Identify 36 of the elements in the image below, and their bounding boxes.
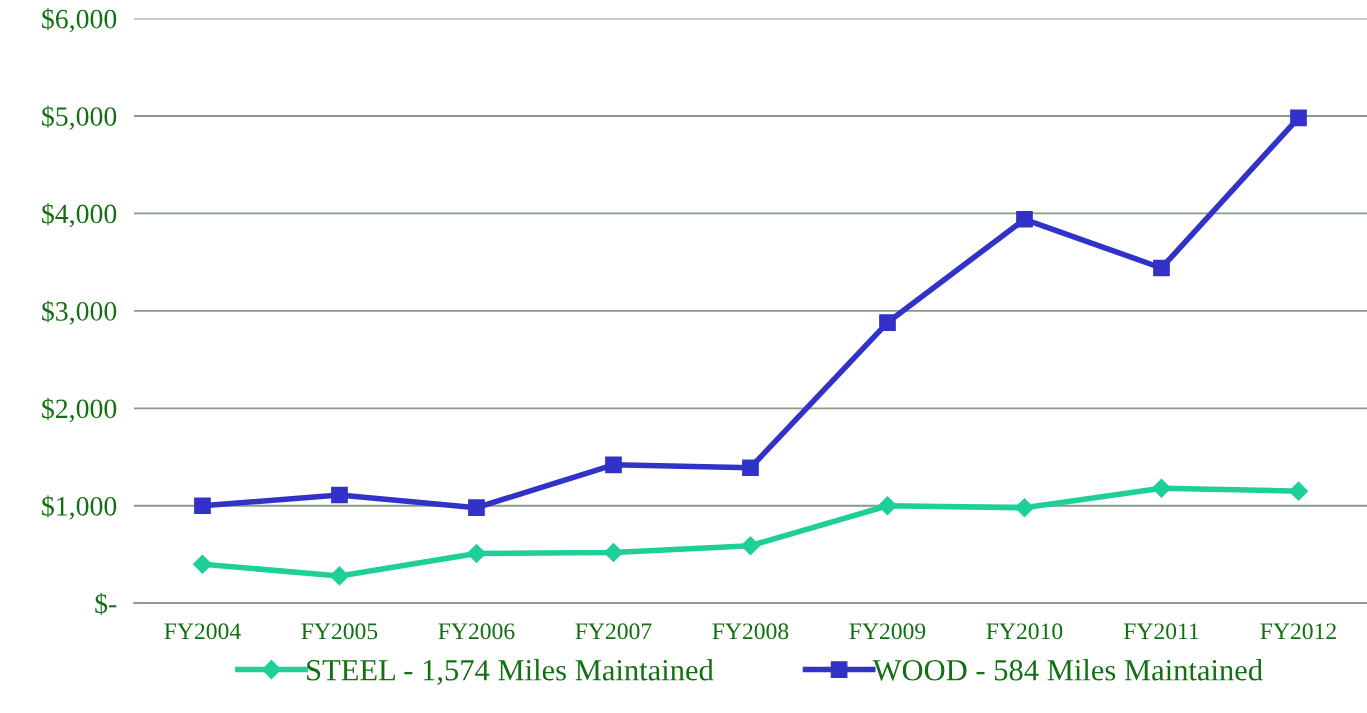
x-tick-label: FY2008 — [712, 623, 789, 640]
point — [740, 536, 761, 556]
y-tick-label: $3,000 — [42, 300, 117, 325]
point — [877, 496, 898, 516]
y-tick-label: $- — [95, 592, 117, 615]
point — [1288, 481, 1309, 501]
point — [1153, 259, 1170, 277]
legend-label: STEEL - 1,574 Miles Maintained — [307, 659, 714, 685]
legend-label: WOOD - 584 Miles Maintained — [872, 659, 1263, 681]
point — [1014, 498, 1035, 518]
x-tick-label: FY2012 — [1260, 623, 1336, 640]
point — [192, 554, 213, 574]
point — [742, 459, 759, 477]
x-tick-label: FY2004 — [164, 623, 241, 640]
point — [605, 456, 622, 474]
x-tick-label: FY2011 — [1123, 623, 1199, 640]
y-tick-label: $1,000 — [42, 495, 117, 520]
point — [1151, 478, 1172, 498]
x-tick-label: FY2005 — [301, 623, 378, 640]
x-tick-label: FY2006 — [438, 623, 515, 640]
y-tick-label: $4,000 — [42, 202, 117, 228]
point — [879, 314, 896, 331]
point — [329, 566, 350, 586]
x-tick-label: FY2009 — [849, 623, 926, 640]
y-tick-label: $6,000 — [42, 8, 117, 33]
point — [194, 497, 211, 515]
point — [1290, 109, 1307, 127]
y-tick-label: $2,000 — [42, 397, 117, 423]
point — [1016, 210, 1033, 228]
point — [331, 486, 348, 504]
x-tick-label: FY2010 — [986, 623, 1063, 640]
y-tick-label: $5,000 — [42, 105, 117, 130]
point — [466, 543, 487, 564]
x-tick-label: FY2007 — [575, 623, 652, 640]
point — [603, 542, 624, 563]
point — [468, 499, 485, 517]
